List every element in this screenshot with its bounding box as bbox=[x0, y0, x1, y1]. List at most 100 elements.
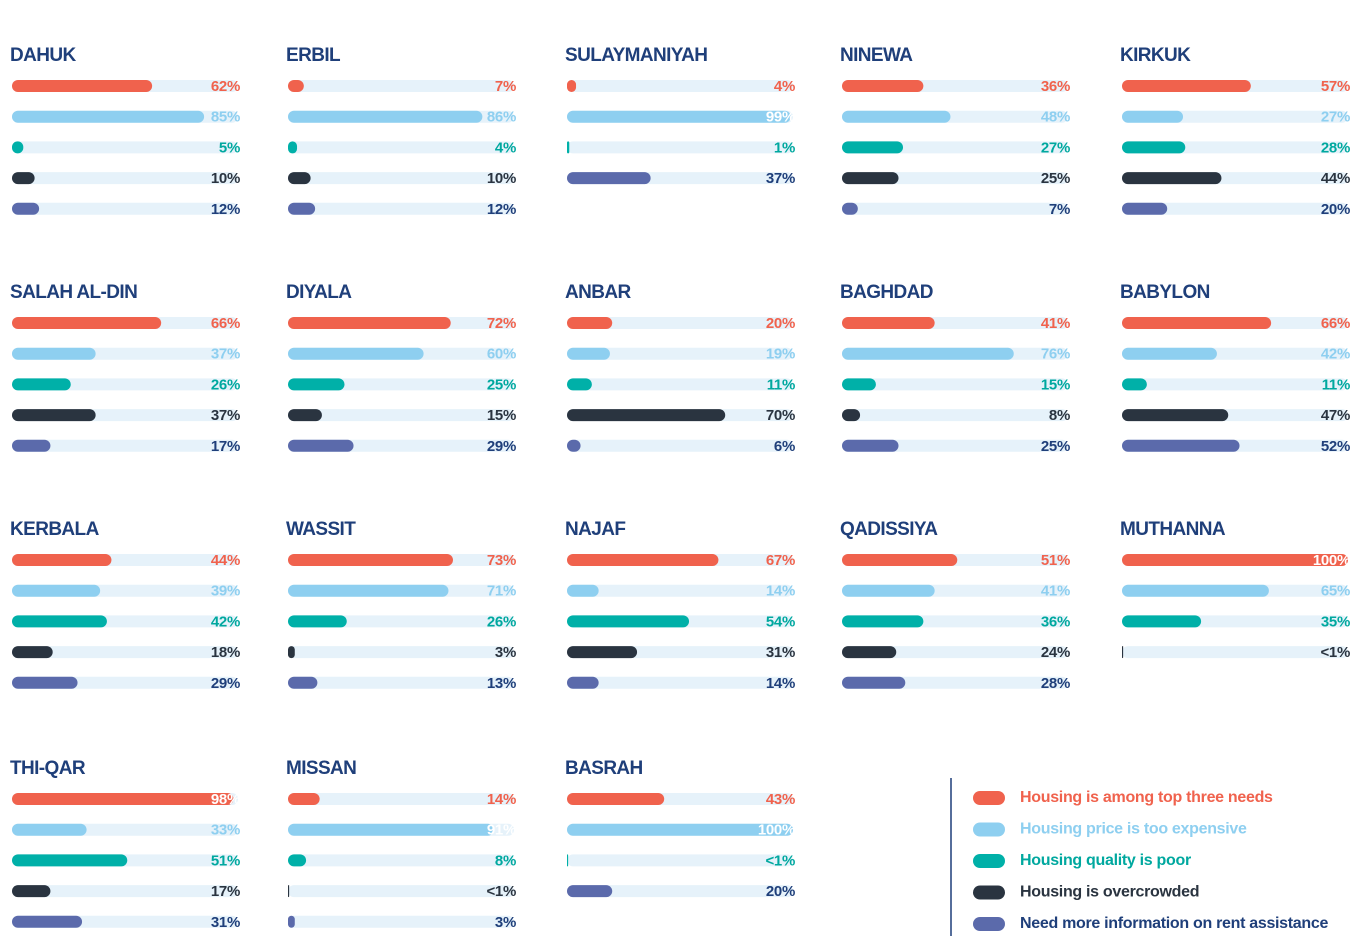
chart-title: KERBALA bbox=[10, 519, 100, 540]
value-label: 98% bbox=[211, 791, 240, 808]
bar bbox=[567, 584, 599, 597]
bar-track bbox=[567, 378, 793, 391]
bar-track bbox=[288, 793, 514, 805]
bar bbox=[567, 409, 726, 422]
bar bbox=[288, 347, 424, 360]
value-label: 29% bbox=[487, 438, 516, 455]
value-label: 8% bbox=[495, 852, 516, 869]
bar bbox=[288, 915, 295, 928]
bar-track bbox=[842, 202, 1068, 215]
legend-swatch bbox=[973, 854, 1005, 868]
bar bbox=[1122, 554, 1348, 566]
value-label: 13% bbox=[487, 675, 516, 692]
value-label: 12% bbox=[487, 201, 516, 218]
value-label: 25% bbox=[1041, 170, 1070, 187]
chart-title: MUTHANNA bbox=[1120, 519, 1226, 540]
bar-track bbox=[288, 141, 514, 154]
value-label: 7% bbox=[495, 78, 516, 95]
bar bbox=[842, 172, 899, 185]
bar bbox=[12, 409, 96, 422]
bar bbox=[842, 317, 935, 329]
bar bbox=[567, 141, 570, 154]
legend-swatch bbox=[973, 917, 1005, 931]
bar bbox=[567, 554, 719, 566]
bar-track bbox=[288, 202, 514, 215]
value-label: 36% bbox=[1041, 613, 1070, 630]
value-label: 100% bbox=[1313, 552, 1350, 569]
bar-track bbox=[567, 439, 793, 452]
chart-title: SULAYMANIYAH bbox=[565, 45, 707, 66]
bar bbox=[288, 110, 483, 123]
value-label: 41% bbox=[1041, 583, 1070, 600]
legend-swatch bbox=[973, 822, 1005, 837]
bar bbox=[288, 885, 290, 898]
value-label: 54% bbox=[766, 613, 795, 630]
bar bbox=[12, 439, 51, 452]
bar-track bbox=[288, 885, 514, 898]
value-label: 99% bbox=[766, 109, 795, 126]
bar bbox=[288, 554, 453, 566]
bar bbox=[12, 676, 78, 689]
chart-title: DIYALA bbox=[286, 282, 352, 303]
value-label: 52% bbox=[1321, 438, 1350, 455]
chart-title: NAJAF bbox=[565, 519, 625, 540]
bar bbox=[1122, 646, 1124, 659]
value-label: 17% bbox=[211, 438, 240, 455]
value-label: 8% bbox=[1049, 407, 1070, 424]
value-label: 5% bbox=[219, 139, 240, 156]
bar bbox=[288, 676, 318, 689]
value-label: 31% bbox=[766, 644, 795, 661]
value-label: 17% bbox=[211, 883, 240, 900]
bar-track bbox=[1122, 202, 1348, 215]
value-label: 26% bbox=[211, 376, 240, 393]
value-label: 24% bbox=[1041, 644, 1070, 661]
bar-track bbox=[1122, 646, 1348, 659]
value-label: 3% bbox=[495, 644, 516, 661]
bar bbox=[288, 439, 354, 452]
value-label: 11% bbox=[767, 376, 795, 393]
legend-label: Housing is among top three needs bbox=[1020, 789, 1273, 806]
value-label: 67% bbox=[766, 552, 795, 569]
value-label: 20% bbox=[766, 315, 795, 332]
value-label: 27% bbox=[1321, 109, 1350, 126]
value-label: 70% bbox=[766, 407, 795, 424]
bar bbox=[288, 793, 320, 805]
bar bbox=[1122, 615, 1202, 628]
value-label: 65% bbox=[1321, 583, 1350, 600]
bar bbox=[1122, 80, 1251, 92]
value-label: 6% bbox=[774, 438, 795, 455]
bar bbox=[1122, 409, 1229, 422]
bar bbox=[1122, 141, 1186, 154]
value-label: 20% bbox=[1321, 201, 1350, 218]
bar bbox=[1122, 317, 1272, 329]
bar-track bbox=[288, 409, 514, 422]
value-label: 43% bbox=[766, 791, 795, 808]
bar bbox=[288, 646, 295, 659]
value-label: 28% bbox=[1041, 675, 1070, 692]
bar bbox=[1122, 110, 1184, 123]
bar bbox=[288, 584, 449, 597]
bar bbox=[12, 141, 24, 154]
value-label: 72% bbox=[487, 315, 516, 332]
value-label: 4% bbox=[774, 78, 795, 95]
bar-track bbox=[842, 378, 1068, 391]
bar bbox=[288, 80, 304, 92]
chart-title: WASSIT bbox=[286, 519, 356, 540]
value-label: 57% bbox=[1321, 78, 1350, 95]
bar-track bbox=[12, 439, 238, 452]
value-label: <1% bbox=[765, 852, 795, 869]
bar bbox=[288, 202, 316, 215]
legend-label: Housing price is too expensive bbox=[1020, 821, 1247, 838]
bar-track bbox=[567, 854, 793, 867]
chart-title: MISSAN bbox=[286, 758, 356, 779]
value-label: 44% bbox=[211, 552, 240, 569]
bar-track bbox=[12, 646, 238, 659]
bar-track bbox=[288, 915, 514, 928]
value-label: 37% bbox=[766, 170, 795, 187]
value-label: <1% bbox=[1320, 644, 1350, 661]
value-label: 86% bbox=[487, 109, 516, 126]
bar bbox=[288, 823, 494, 836]
value-label: 4% bbox=[495, 139, 516, 156]
value-label: 15% bbox=[1041, 376, 1070, 393]
bar-track bbox=[842, 172, 1068, 185]
